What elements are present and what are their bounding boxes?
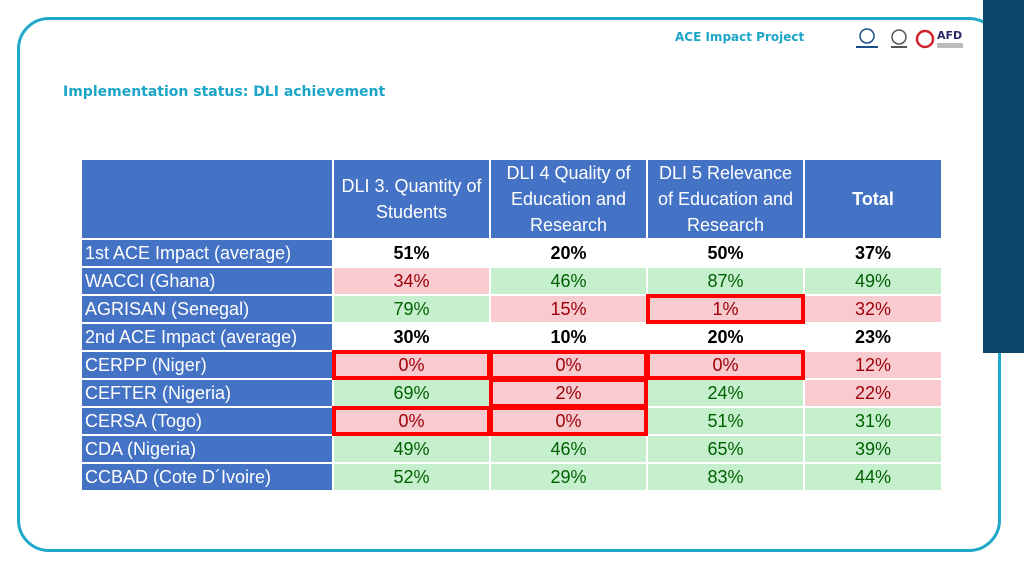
table-row: CCBAD (Cote D´Ivoire) 52% 29% 83% 44%	[82, 464, 941, 490]
value-cell: 65%	[648, 436, 803, 462]
value-cell: 20%	[648, 324, 803, 350]
row-label: 1st ACE Impact (average)	[82, 240, 332, 266]
value-cell: 2%	[489, 378, 648, 408]
value-cell: 46%	[491, 436, 646, 462]
value-cell: 29%	[491, 464, 646, 490]
value-cell: 0%	[489, 406, 648, 436]
value-cell: 69%	[334, 380, 489, 406]
logo-caption	[856, 46, 878, 48]
table-row: 1st ACE Impact (average) 51% 20% 50% 37%	[82, 240, 941, 266]
table-row: CDA (Nigeria) 49% 46% 65% 39%	[82, 436, 941, 462]
column-header: Total	[805, 160, 941, 238]
value-cell: 50%	[648, 240, 803, 266]
value-cell: 31%	[805, 408, 941, 434]
value-cell: 83%	[648, 464, 803, 490]
table-row: AGRISAN (Senegal) 79% 15% 1% 32%	[82, 294, 941, 324]
project-name: ACE Impact Project	[675, 30, 805, 44]
slide-title: Implementation status: DLI achievement	[63, 84, 386, 100]
row-label: AGRISAN (Senegal)	[82, 296, 332, 322]
value-cell: 39%	[805, 436, 941, 462]
value-cell: 34%	[334, 268, 489, 294]
value-cell: 20%	[491, 240, 646, 266]
logos: AFD	[856, 28, 963, 49]
logo-world-bank	[859, 28, 875, 44]
value-cell: 0%	[646, 350, 805, 380]
row-label: CDA (Nigeria)	[82, 436, 332, 462]
value-cell: 51%	[648, 408, 803, 434]
row-label: CERSA (Togo)	[82, 408, 332, 434]
value-cell: 46%	[491, 268, 646, 294]
column-header: DLI 3. Quantity of Students	[334, 160, 489, 238]
value-cell: 15%	[491, 296, 646, 322]
value-cell: 87%	[648, 268, 803, 294]
table-row: CERSA (Togo) 0% 0% 51% 31%	[82, 406, 941, 436]
value-cell: 49%	[334, 436, 489, 462]
logo-afd-ring	[915, 29, 935, 49]
value-cell: 0%	[489, 350, 648, 380]
value-cell: 30%	[334, 324, 489, 350]
value-cell: 24%	[648, 380, 803, 406]
logo-caption	[937, 43, 963, 48]
value-cell: 79%	[334, 296, 489, 322]
value-cell: 0%	[332, 350, 491, 380]
table-row: CEFTER (Nigeria) 69% 2% 24% 22%	[82, 378, 941, 408]
logo-afd: AFD	[937, 29, 962, 42]
value-cell: 51%	[334, 240, 489, 266]
logo-caption	[891, 46, 907, 48]
value-cell: 52%	[334, 464, 489, 490]
value-cell: 1%	[646, 294, 805, 324]
row-label: 2nd ACE Impact (average)	[82, 324, 332, 350]
table-row: CERPP (Niger) 0% 0% 0% 12%	[82, 350, 941, 380]
value-cell: 44%	[805, 464, 941, 490]
value-cell: 37%	[805, 240, 941, 266]
value-cell: 23%	[805, 324, 941, 350]
side-bar	[983, 0, 1024, 353]
row-label: WACCI (Ghana)	[82, 268, 332, 294]
value-cell: 0%	[332, 406, 491, 436]
table-row: WACCI (Ghana) 34% 46% 87% 49%	[82, 268, 941, 294]
row-label: CEFTER (Nigeria)	[82, 380, 332, 406]
row-label: CERPP (Niger)	[82, 352, 332, 378]
value-cell: 49%	[805, 268, 941, 294]
value-cell: 10%	[491, 324, 646, 350]
value-cell: 32%	[805, 296, 941, 322]
logo-seal	[891, 29, 907, 45]
column-header: DLI 4 Quality of Education and Research	[491, 160, 646, 238]
column-header: DLI 5 Relevance of Education and Researc…	[648, 160, 803, 238]
column-header	[82, 160, 332, 238]
dli-table: DLI 3. Quantity of Students DLI 4 Quality…	[80, 158, 943, 492]
row-label: CCBAD (Cote D´Ivoire)	[82, 464, 332, 490]
table-row: 2nd ACE Impact (average) 30% 10% 20% 23%	[82, 324, 941, 350]
value-cell: 12%	[805, 352, 941, 378]
value-cell: 22%	[805, 380, 941, 406]
